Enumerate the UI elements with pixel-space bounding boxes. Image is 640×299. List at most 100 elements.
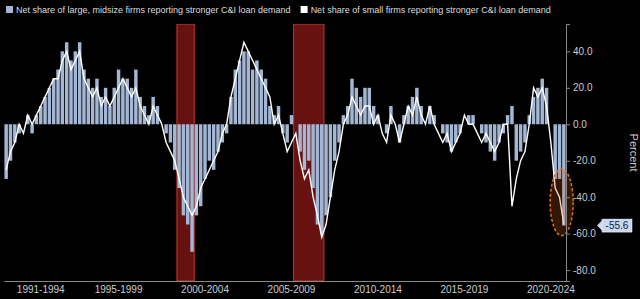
x-tick-label: 1991-1994	[17, 284, 65, 295]
bar	[242, 51, 245, 124]
y-axis-line	[567, 25, 571, 282]
bar	[208, 124, 211, 160]
y-tick: -20.0	[566, 155, 596, 166]
bar	[134, 70, 137, 125]
bar	[298, 124, 301, 151]
y-tick-label: -20.0	[573, 155, 596, 166]
x-tick-label: 2000-2004	[181, 284, 229, 295]
bar	[549, 124, 552, 125]
bar	[480, 124, 483, 133]
bar	[510, 106, 513, 124]
legend-label: Net share of large, midsize firms report…	[16, 5, 291, 15]
bar	[22, 124, 25, 125]
bar	[121, 79, 124, 125]
bar	[320, 124, 323, 233]
bar-series	[4, 42, 565, 252]
value-tag: -55.6	[597, 219, 632, 232]
bar	[52, 79, 55, 125]
y-axis: 40.0 20.0 0.0 -20.0 -40.0 -60.0 -80.0	[566, 25, 596, 282]
line-series	[6, 42, 564, 237]
bar	[311, 124, 314, 188]
bar	[108, 106, 111, 124]
x-axis-line	[5, 281, 567, 282]
x-tick: 2015-2019	[440, 281, 488, 295]
bar	[48, 88, 51, 124]
bar	[489, 124, 492, 151]
chart-svg: 40.0 20.0 0.0 -20.0 -40.0 -60.0 -80.0 Percent 19…	[0, 0, 640, 299]
bar	[333, 124, 336, 160]
x-tick: 1995-1999	[95, 281, 143, 295]
highlight-ellipse	[550, 169, 573, 236]
bar	[463, 124, 466, 125]
bar	[290, 115, 293, 124]
bar	[303, 124, 306, 170]
bar	[381, 124, 384, 125]
x-tick-label: 1995-1999	[95, 284, 143, 295]
bar	[190, 124, 193, 252]
value-tag-box	[602, 219, 632, 232]
shaded-range	[177, 24, 194, 281]
bar	[359, 97, 362, 124]
value-tag-pointer	[597, 221, 602, 231]
plot-area	[4, 24, 565, 281]
x-tick: 2005-2009	[268, 281, 316, 295]
bar	[238, 60, 241, 124]
bar	[294, 124, 297, 125]
x-tick-label: 2015-2019	[440, 284, 488, 295]
bar	[324, 124, 327, 215]
y-tick-mark	[566, 197, 570, 198]
bar	[285, 124, 288, 142]
x-tick-label: 2010-2014	[354, 284, 402, 295]
y-axis-title: Percent	[628, 134, 640, 172]
bar	[164, 124, 167, 133]
legend: Net share of large, midsize firms report…	[6, 5, 551, 15]
y-tick: 40.0	[566, 46, 593, 57]
bar	[437, 124, 440, 125]
y-tick-label: 0.0	[573, 119, 587, 130]
y-tick: 20.0	[566, 82, 593, 93]
bar	[251, 70, 254, 125]
y-tick-mark	[566, 124, 570, 125]
bar	[476, 124, 479, 125]
bar	[506, 115, 509, 124]
value-tag-label: -55.6	[606, 220, 629, 231]
bar	[203, 124, 206, 179]
y-tick: 0.0	[566, 119, 587, 130]
y-tick-mark	[566, 234, 570, 235]
bar	[493, 124, 496, 160]
x-tick-label: 2020-2024	[527, 284, 575, 295]
x-axis: 1991-1994 1995-1999 2000-2004 2005-2009 2010…	[5, 281, 576, 295]
legend-swatch	[301, 6, 308, 13]
y-tick-label: 40.0	[573, 46, 593, 57]
x-tick: 2020-2024	[527, 281, 575, 295]
y-tick: -60.0	[566, 228, 596, 239]
bar	[95, 79, 98, 125]
y-tick: -80.0	[566, 265, 596, 276]
bar	[182, 124, 185, 215]
y-tick-label: -80.0	[573, 265, 596, 276]
bar	[117, 70, 120, 125]
y-tick-label: -40.0	[573, 192, 596, 203]
legend-swatch	[6, 6, 13, 13]
x-tick: 2010-2014	[354, 281, 402, 295]
x-tick-label: 2005-2009	[268, 284, 316, 295]
bar	[247, 51, 250, 124]
x-tick: 1991-1994	[17, 281, 65, 295]
bar	[169, 124, 172, 142]
bar	[515, 124, 518, 160]
y-tick-mark	[566, 51, 570, 52]
bar	[307, 124, 310, 160]
bar	[104, 88, 107, 124]
bar	[415, 88, 418, 124]
y-tick: -40.0	[566, 192, 596, 203]
bar	[540, 79, 543, 125]
y-tick-mark	[566, 88, 570, 89]
x-tick: 2000-2004	[181, 281, 229, 295]
y-tick-label: 20.0	[573, 82, 593, 93]
y-tick-label: -60.0	[573, 228, 596, 239]
bar	[4, 124, 7, 179]
bar	[471, 115, 474, 124]
chart-container: 40.0 20.0 0.0 -20.0 -40.0 -60.0 -80.0 Percent 19…	[0, 0, 640, 299]
bar	[441, 124, 444, 133]
y-tick-mark	[566, 161, 570, 162]
